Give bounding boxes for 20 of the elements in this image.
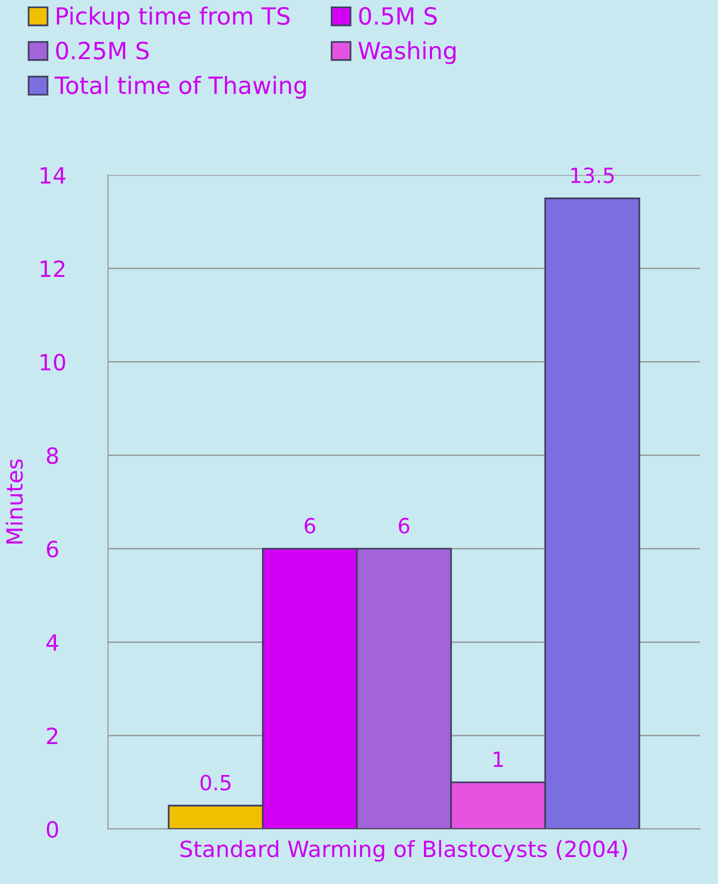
y-tick-label: 2 [47,728,58,744]
data-label: 6 [304,518,316,534]
y-tick-label: 10 [40,354,66,371]
y-axis-title: Minutes [6,459,23,544]
legend-label: Washing [358,41,456,64]
legend-label: 0.25M S [56,42,149,60]
y-tick-label: 0 [46,820,58,838]
x-tick-label: Standard Warming of Blastocysts (2004) [180,840,627,862]
data-label: 0.5 [200,774,230,790]
y-tick-label: 14 [40,167,66,184]
data-label: 6 [398,518,410,534]
legend-label: Pickup time from TS [56,6,290,30]
legend-label: Total time of Thawing [54,76,306,99]
y-tick-label: 6 [46,540,58,558]
data-label: 13.5 [571,167,614,184]
legend-label: 0.5M S [359,7,437,25]
y-tick-label: 8 [46,447,58,464]
y-tick-label: 12 [40,260,64,277]
y-tick-label: 4 [46,634,58,651]
data-label: 1 [494,752,503,767]
